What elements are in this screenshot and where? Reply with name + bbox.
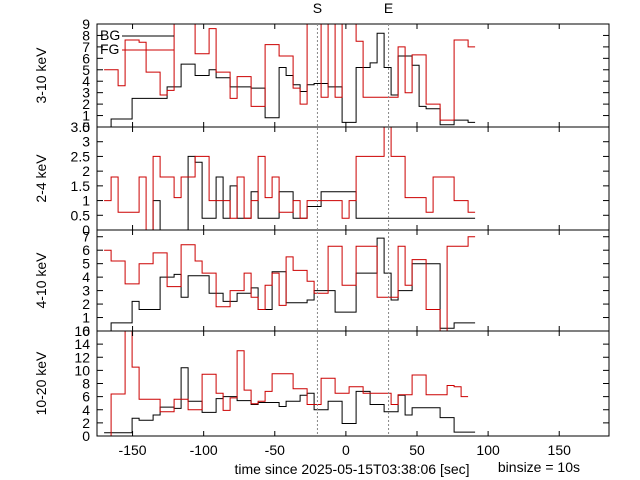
y-tick-label-1: 4 — [82, 73, 90, 89]
y-tick-label-4: 2 — [82, 415, 90, 431]
series-line-fg-panel-4 — [104, 330, 469, 437]
x-tick-label: -50 — [265, 442, 285, 458]
legend: BG FG — [100, 27, 174, 57]
x-axis-label: time since 2025-05-15T03:38:06 [sec] — [234, 461, 469, 477]
y-tick-label-4: 4 — [82, 402, 90, 418]
y-tick-label-3: 0 — [82, 323, 90, 339]
y-tick-label-3: 7 — [82, 229, 90, 245]
y-tick-label-2: 0 — [82, 222, 90, 238]
series-line-bg-panel-3 — [104, 237, 476, 332]
y-tick-label-2: 1.5 — [71, 178, 91, 194]
y-tick-label-4: 16 — [74, 323, 90, 339]
y-axis-label-4: 10-20 keV — [33, 351, 49, 415]
legend-label-fg: FG — [100, 41, 119, 57]
y-tick-label-4: 14 — [74, 336, 90, 352]
y-tick-label-2: 0.5 — [71, 207, 91, 223]
x-tick-label: 100 — [476, 442, 500, 458]
x-tick-label: 0 — [342, 442, 350, 458]
legend-label-bg: BG — [100, 27, 120, 43]
x-tick-label: -150 — [119, 442, 147, 458]
x-tick-label: 150 — [548, 442, 572, 458]
panel-frame-4 — [96, 330, 610, 437]
y-tick-label-1: 6 — [82, 50, 90, 66]
y-tick-label-4: 0 — [82, 428, 90, 444]
y-tick-label-3: 1 — [82, 310, 90, 326]
y-tick-label-1: 9 — [82, 16, 90, 32]
y-tick-label-3: 4 — [82, 269, 90, 285]
y-axis-label-1: 3-10 keV — [33, 47, 49, 104]
y-tick-label-3: 5 — [82, 256, 90, 272]
y-tick-label-4: 12 — [74, 349, 90, 365]
y-tick-label-1: 5 — [82, 62, 90, 78]
panel-2: 00.511.522.533.52-4 keV — [33, 119, 610, 238]
y-tick-label-2: 3 — [82, 134, 90, 150]
y-tick-label-3: 3 — [82, 283, 90, 299]
y-tick-label-2: 1 — [82, 193, 90, 209]
y-tick-label-2: 2.5 — [71, 148, 91, 164]
marker-label-e: E — [384, 0, 393, 16]
panel-frame-3 — [96, 229, 610, 332]
y-tick-label-3: 2 — [82, 296, 90, 312]
y-tick-label-1: 8 — [82, 27, 90, 43]
y-tick-label-1: 3 — [82, 85, 90, 101]
binsize-label: binsize = 10s — [498, 459, 580, 475]
y-tick-label-1: 1 — [82, 108, 90, 124]
series-line-fg-panel-2 — [104, 126, 476, 231]
series-line-fg-panel-3 — [104, 236, 476, 332]
y-axis-label-2: 2-4 keV — [33, 154, 49, 203]
x-tick-label: -100 — [190, 442, 218, 458]
y-tick-label-3: 6 — [82, 242, 90, 258]
y-tick-label-4: 6 — [82, 389, 90, 405]
y-axis-label-3: 4-10 keV — [33, 252, 49, 309]
series-line-fg-panel-1 — [104, 23, 476, 121]
y-tick-label-2: 2 — [82, 163, 90, 179]
y-tick-label-1: 7 — [82, 39, 90, 55]
y-tick-label-2: 3.5 — [71, 119, 91, 135]
y-tick-label-4: 8 — [82, 376, 90, 392]
series-line-bg-panel-4 — [104, 367, 476, 434]
y-tick-label-1: 0 — [82, 119, 90, 135]
marker-label-s: S — [313, 0, 322, 16]
y-tick-label-4: 10 — [74, 362, 90, 378]
y-tick-label-1: 2 — [82, 96, 90, 112]
x-tick-label: 50 — [409, 442, 425, 458]
